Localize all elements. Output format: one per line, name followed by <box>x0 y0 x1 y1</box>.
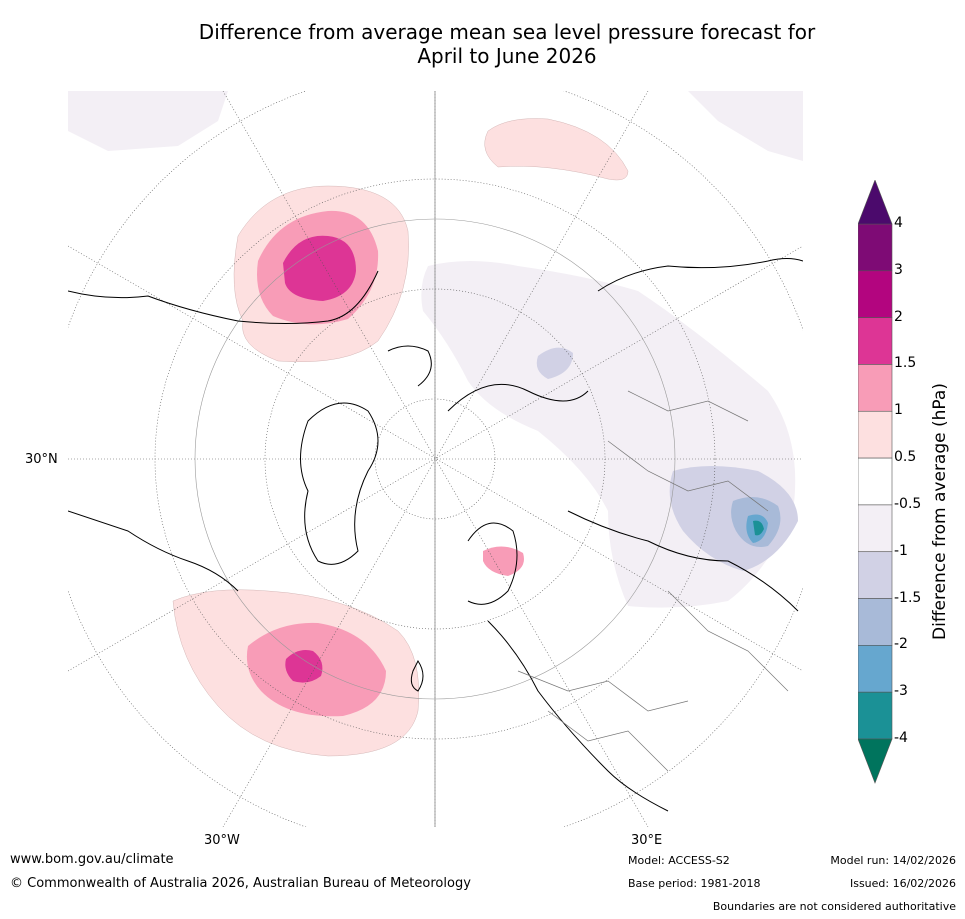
anomaly-region-north-atlantic-2 <box>285 650 323 683</box>
title-line-2: April to June 2026 <box>417 44 597 68</box>
anomaly-region-arctic-faint <box>688 91 803 161</box>
anomaly-region-scandinavia <box>483 546 524 576</box>
colorbar-under-arrow <box>858 738 893 784</box>
colorbar-band <box>858 223 893 272</box>
colorbar-tick-label: -4 <box>894 730 908 746</box>
lon-label-30e: 30°E <box>631 833 663 848</box>
colorbar-tick-label: 4 <box>894 215 903 231</box>
anomaly-region-north-pacific-faint <box>68 91 228 151</box>
colorbar-tick-label: 1 <box>894 402 903 419</box>
colorbar-band <box>858 410 893 459</box>
anomaly-region-central-siberia <box>536 347 573 379</box>
colorbar <box>858 180 893 784</box>
chart-title: Difference from average mean sea level p… <box>0 20 965 68</box>
lon-label-30w: 30°W <box>204 833 240 848</box>
colorbar-tick-label: 3 <box>894 261 903 278</box>
colorbar-band <box>858 364 893 412</box>
lat-label-30n: 30°N <box>25 452 58 467</box>
colorbar-tick-label: -2 <box>894 636 908 653</box>
colorbar-title: Difference from average (hPa) <box>930 383 950 640</box>
colorbar-tick-label: 1.5 <box>894 355 917 372</box>
polar-map <box>68 91 803 827</box>
footer-issued: Issued: 16/02/2026 <box>849 877 956 890</box>
colorbar-band <box>858 504 893 553</box>
colorbar-band <box>858 317 893 365</box>
anomaly-region-east-asia-3 <box>753 520 764 536</box>
colorbar-band <box>858 457 893 506</box>
colorbar-tick-label: 2 <box>894 308 903 325</box>
footer-website[interactable]: www.bom.gov.au/climate <box>10 852 174 867</box>
country-borders <box>517 390 789 772</box>
footer-model-run: Model run: 14/02/2026 <box>830 854 956 867</box>
colorbar-band <box>858 270 893 318</box>
colorbar-tick-label: 0.5 <box>894 449 917 466</box>
colorbar-over-arrow <box>858 180 893 225</box>
anomaly-region-north-pacific-2 <box>283 235 356 301</box>
title-line-1: Difference from average mean sea level p… <box>198 20 816 44</box>
colorbar-band <box>858 551 893 599</box>
colorbar-band <box>858 598 893 646</box>
coastlines <box>68 258 803 812</box>
colorbar-tick-label: -3 <box>894 683 908 700</box>
footer-base-period: Base period: 1981-2018 <box>628 877 761 890</box>
colorbar-tick-label: -1 <box>894 542 908 559</box>
colorbar-band <box>858 691 893 740</box>
anomaly-region-top-pink <box>484 118 629 181</box>
colorbar-band <box>858 645 893 693</box>
footer-copyright: © Commonwealth of Australia 2026, Austra… <box>10 876 471 891</box>
colorbar-tick-label: -1.5 <box>894 589 922 606</box>
footer-disclaimer: Boundaries are not considered authoritat… <box>712 900 956 913</box>
footer-model: Model: ACCESS-S2 <box>628 854 730 867</box>
colorbar-tick-label: -0.5 <box>894 495 922 512</box>
